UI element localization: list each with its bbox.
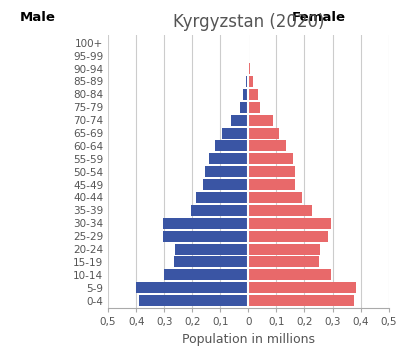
- Bar: [248, 179, 295, 190]
- Bar: [248, 140, 286, 151]
- Bar: [248, 127, 279, 139]
- Bar: [248, 89, 257, 100]
- Bar: [240, 102, 248, 113]
- Bar: [204, 179, 248, 190]
- Title: Kyrgyzstan (2020): Kyrgyzstan (2020): [173, 13, 324, 31]
- Bar: [248, 295, 355, 306]
- Bar: [246, 76, 248, 87]
- Bar: [248, 115, 273, 126]
- Bar: [231, 115, 248, 126]
- Bar: [248, 166, 295, 177]
- Bar: [248, 76, 253, 87]
- Bar: [209, 154, 248, 164]
- Bar: [163, 231, 248, 242]
- Bar: [248, 102, 260, 113]
- Bar: [215, 140, 248, 151]
- Bar: [222, 127, 248, 139]
- Bar: [248, 205, 313, 216]
- Bar: [248, 154, 293, 164]
- Bar: [164, 269, 248, 280]
- Bar: [163, 218, 248, 229]
- X-axis label: Population in millions: Population in millions: [182, 333, 315, 346]
- Bar: [139, 295, 248, 306]
- Bar: [243, 89, 248, 100]
- Bar: [174, 256, 248, 267]
- Bar: [248, 231, 328, 242]
- Bar: [136, 282, 248, 293]
- Text: Female: Female: [291, 11, 346, 24]
- Bar: [191, 205, 248, 216]
- Bar: [248, 256, 319, 267]
- Bar: [248, 63, 250, 74]
- Bar: [175, 243, 248, 255]
- Bar: [248, 218, 331, 229]
- Bar: [205, 166, 248, 177]
- Bar: [248, 50, 249, 61]
- Bar: [248, 269, 331, 280]
- Bar: [197, 192, 248, 203]
- Bar: [248, 282, 356, 293]
- Text: Male: Male: [20, 11, 56, 24]
- Bar: [248, 192, 302, 203]
- Bar: [248, 243, 320, 255]
